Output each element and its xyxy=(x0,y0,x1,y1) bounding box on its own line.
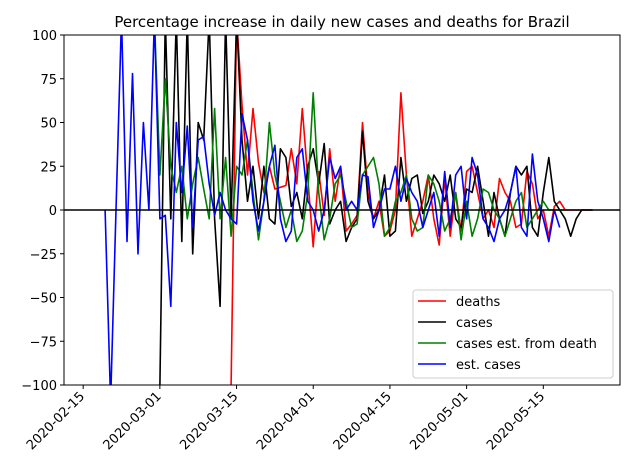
chart-title: Percentage increase in daily new cases a… xyxy=(114,13,569,31)
legend-label: cases est. from death xyxy=(456,337,597,352)
legend-label: cases xyxy=(456,316,493,331)
legend: deaths cases cases est. from death est. cas… xyxy=(412,289,614,379)
series-line-cases xyxy=(159,35,593,385)
y-tick-label: 100 xyxy=(32,29,57,44)
y-tick-label: −100 xyxy=(21,379,57,394)
series-line-cases-est-from-death xyxy=(154,35,566,243)
series-line-est-cases xyxy=(104,35,561,385)
y-tick-label: 0 xyxy=(49,204,57,219)
legend-box xyxy=(412,289,614,379)
y-tick-label: −75 xyxy=(30,335,57,350)
legend-label: est. cases xyxy=(456,358,521,373)
y-tick-label: −25 xyxy=(30,248,57,263)
series-lines xyxy=(104,35,593,385)
y-tick-label: 75 xyxy=(40,73,57,88)
legend-label: deaths xyxy=(456,295,501,310)
y-tick-label: −50 xyxy=(30,292,57,307)
y-tick-label: 50 xyxy=(40,117,57,132)
y-tick-label: 25 xyxy=(40,160,57,175)
y-axis: −100 −75 −50 −25 0 25 50 75 100 xyxy=(21,29,64,394)
series-line-deaths xyxy=(230,35,593,385)
